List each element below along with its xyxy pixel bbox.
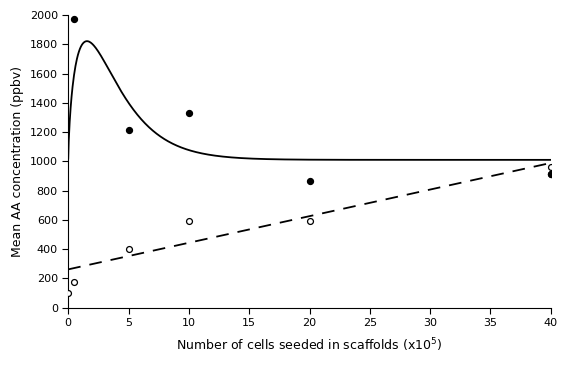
Point bbox=[69, 16, 79, 22]
Point bbox=[184, 110, 193, 116]
Point bbox=[124, 246, 133, 252]
Point bbox=[305, 178, 314, 184]
Point bbox=[546, 172, 555, 177]
Point bbox=[546, 164, 555, 170]
Point bbox=[64, 290, 73, 296]
Point bbox=[546, 172, 555, 177]
X-axis label: Number of cells seeded in scaffolds (x10$^5$): Number of cells seeded in scaffolds (x10… bbox=[176, 336, 443, 354]
Point bbox=[124, 127, 133, 133]
Point bbox=[184, 218, 193, 223]
Y-axis label: Mean AA concentration (ppbv): Mean AA concentration (ppbv) bbox=[11, 66, 24, 257]
Point bbox=[305, 218, 314, 223]
Point bbox=[69, 279, 79, 285]
